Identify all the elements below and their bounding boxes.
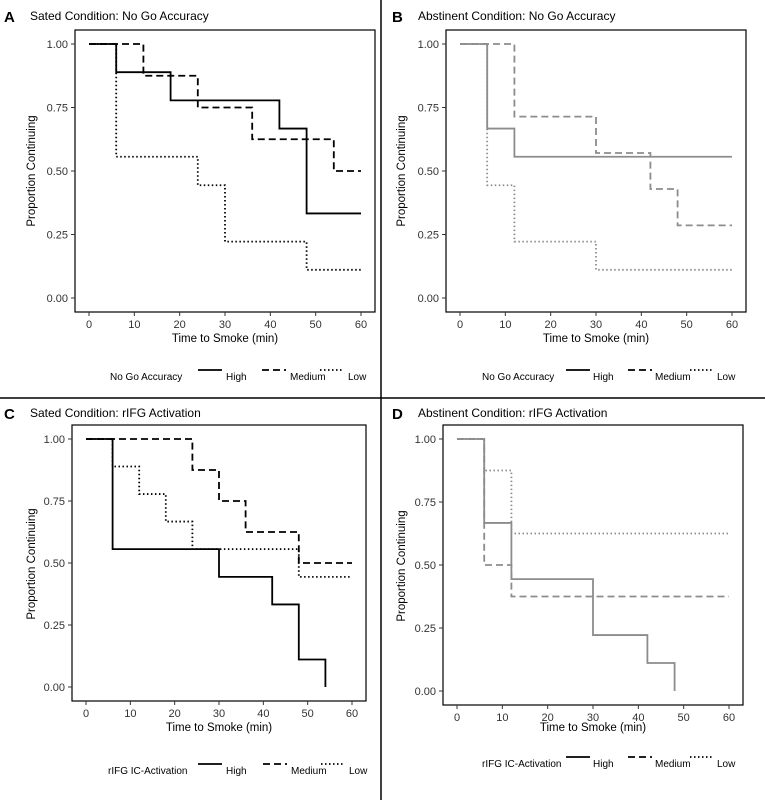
x-tick-label: 50 bbox=[678, 712, 690, 724]
legend-title: rIFG IC-Activation bbox=[108, 766, 187, 777]
x-tick-label: 30 bbox=[213, 708, 225, 720]
x-tick-label: 60 bbox=[726, 319, 738, 331]
panel-title: Sated Condition: rIFG Activation bbox=[30, 406, 201, 420]
y-tick-label: 0.75 bbox=[418, 103, 439, 115]
x-tick-label: 20 bbox=[542, 712, 554, 724]
x-tick-label: 30 bbox=[590, 319, 602, 331]
panel-a: A Sated Condition: No Go Accuracy Time t… bbox=[4, 9, 376, 383]
y-tick-label: 0.75 bbox=[44, 496, 65, 508]
y-axis-label: Proportion Continuing bbox=[396, 115, 408, 226]
x-tick-label: 40 bbox=[264, 319, 276, 331]
legend-title: No Go Accuracy bbox=[482, 372, 554, 383]
y-tick-label: 0.00 bbox=[47, 293, 68, 305]
series-line-low bbox=[89, 43, 361, 271]
x-tick-label: 10 bbox=[128, 319, 140, 331]
x-tick-label: 0 bbox=[86, 319, 92, 331]
y-tick-label: 0.00 bbox=[44, 682, 65, 694]
legend-label-low: Low bbox=[717, 372, 736, 383]
y-tick-label: 0.00 bbox=[415, 686, 436, 698]
legend-label-high: High bbox=[226, 372, 247, 383]
panel-letter: B bbox=[392, 9, 403, 26]
y-tick-label: 0.75 bbox=[47, 103, 68, 115]
legend-title: rIFG IC-Activation bbox=[482, 759, 561, 770]
x-tick-label: 60 bbox=[355, 319, 367, 331]
y-tick-label: 0.00 bbox=[418, 293, 439, 305]
x-tick-label: 10 bbox=[499, 319, 511, 331]
series-line-medium bbox=[89, 43, 361, 172]
legend-label-high: High bbox=[226, 766, 247, 777]
y-tick-label: 0.50 bbox=[44, 558, 65, 570]
x-tick-label: 40 bbox=[635, 319, 647, 331]
series-line-low bbox=[457, 438, 729, 535]
x-tick-label: 40 bbox=[632, 712, 644, 724]
x-tick-label: 0 bbox=[454, 712, 460, 724]
legend-title: No Go Accuracy bbox=[110, 372, 182, 383]
y-tick-label: 0.50 bbox=[47, 166, 68, 178]
x-tick-label: 60 bbox=[723, 712, 735, 724]
panel-letter: C bbox=[4, 406, 15, 423]
x-tick-label: 0 bbox=[83, 708, 89, 720]
x-tick-label: 30 bbox=[587, 712, 599, 724]
legend-label-medium: Medium bbox=[290, 372, 326, 383]
x-tick-label: 60 bbox=[346, 708, 358, 720]
x-tick-label: 10 bbox=[124, 708, 136, 720]
y-axis-label: Proportion Continuing bbox=[26, 508, 38, 619]
y-tick-label: 0.25 bbox=[47, 230, 68, 242]
x-tick-label: 50 bbox=[302, 708, 314, 720]
x-tick-label: 40 bbox=[257, 708, 269, 720]
legend-label-low: Low bbox=[349, 766, 368, 777]
series-line-high bbox=[86, 438, 327, 687]
x-tick-label: 30 bbox=[219, 319, 231, 331]
panel-c: C Sated Condition: rIFG Activation Time … bbox=[4, 406, 368, 777]
panel-letter: D bbox=[392, 406, 403, 423]
x-axis-label: Time to Smoke (min) bbox=[172, 333, 278, 345]
panel-d: D Abstinent Condition: rIFG Activation T… bbox=[392, 406, 744, 770]
y-axis-label: Proportion Continuing bbox=[396, 510, 408, 621]
x-tick-label: 50 bbox=[681, 319, 693, 331]
x-tick-label: 50 bbox=[310, 319, 322, 331]
x-tick-label: 0 bbox=[457, 319, 463, 331]
y-tick-label: 0.25 bbox=[418, 230, 439, 242]
series-line-low bbox=[460, 43, 732, 271]
y-tick-label: 1.00 bbox=[44, 434, 65, 446]
legend-label-medium: Medium bbox=[655, 372, 691, 383]
x-tick-label: 10 bbox=[496, 712, 508, 724]
y-tick-label: 0.25 bbox=[44, 620, 65, 632]
series-line-low bbox=[86, 438, 352, 578]
series-line-medium bbox=[86, 438, 352, 564]
x-tick-label: 20 bbox=[174, 319, 186, 331]
y-tick-label: 1.00 bbox=[415, 434, 436, 446]
legend-label-medium: Medium bbox=[655, 759, 691, 770]
y-tick-label: 0.50 bbox=[418, 166, 439, 178]
legend-label-high: High bbox=[593, 372, 614, 383]
legend-label-low: Low bbox=[348, 372, 367, 383]
legend-label-high: High bbox=[593, 759, 614, 770]
panel-title: Sated Condition: No Go Accuracy bbox=[30, 9, 209, 23]
legend-label-low: Low bbox=[717, 759, 736, 770]
y-tick-label: 1.00 bbox=[418, 39, 439, 51]
panel-letter: A bbox=[4, 9, 15, 26]
series-line-medium bbox=[460, 43, 732, 227]
x-axis-label: Time to Smoke (min) bbox=[543, 333, 649, 345]
panel-title: Abstinent Condition: No Go Accuracy bbox=[418, 9, 615, 23]
y-tick-label: 0.25 bbox=[415, 623, 436, 635]
x-tick-label: 20 bbox=[169, 708, 181, 720]
y-tick-label: 0.50 bbox=[415, 560, 436, 572]
panel-b: B Abstinent Condition: No Go Accuracy Ti… bbox=[392, 9, 747, 383]
x-axis-label: Time to Smoke (min) bbox=[540, 722, 646, 734]
panel-title: Abstinent Condition: rIFG Activation bbox=[418, 406, 607, 420]
series-line-medium bbox=[457, 438, 729, 598]
y-tick-label: 1.00 bbox=[47, 39, 68, 51]
plot-area bbox=[445, 29, 747, 313]
legend-label-medium: Medium bbox=[291, 766, 327, 777]
y-axis-label: Proportion Continuing bbox=[26, 115, 38, 226]
y-tick-label: 0.75 bbox=[415, 497, 436, 509]
x-axis-label: Time to Smoke (min) bbox=[166, 722, 272, 734]
x-tick-label: 20 bbox=[545, 319, 557, 331]
